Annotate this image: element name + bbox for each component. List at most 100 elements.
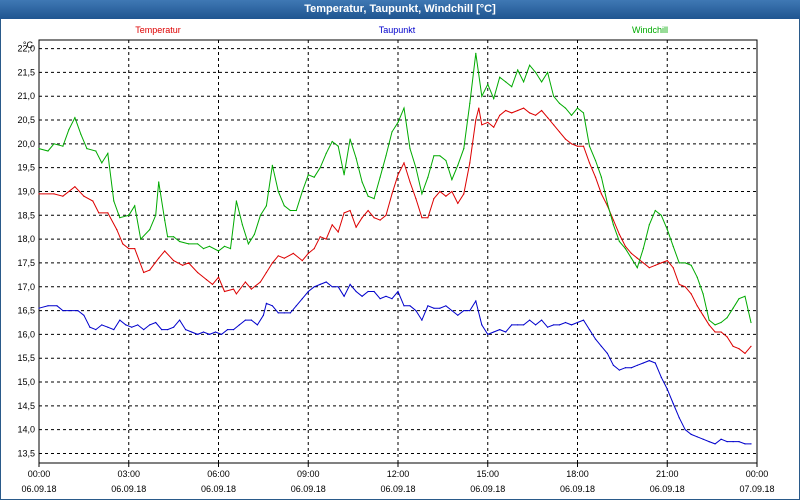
data-point: [113, 200, 115, 202]
data-point: [690, 264, 692, 266]
x-axis-ticks: 00:00 06.09.18 03:00 06.09.18 06:00 06.09.18 0…: [21, 463, 775, 494]
data-point: [421, 319, 423, 321]
data-point: [379, 298, 381, 300]
data-point: [636, 364, 638, 366]
data-point: [149, 269, 151, 271]
data-point: [547, 326, 549, 328]
y-tick-label: 18,5: [17, 210, 35, 220]
data-point: [403, 305, 405, 307]
data-point: [433, 307, 435, 309]
data-point: [630, 367, 633, 369]
x-tick-date: 06.09.18: [380, 484, 415, 494]
data-point: [214, 331, 217, 333]
data-point: [167, 329, 169, 331]
data-point: [47, 150, 49, 152]
data-point: [457, 164, 459, 166]
data-point: [107, 212, 109, 214]
x-tick-date: 06.09.18: [21, 484, 56, 494]
data-point: [361, 295, 363, 297]
data-point: [143, 271, 145, 274]
data-point: [666, 260, 668, 262]
data-point: [197, 333, 199, 335]
data-point: [451, 310, 453, 312]
data-point: [361, 181, 363, 183]
data-point: [301, 190, 303, 193]
data-point: [666, 229, 668, 231]
data-point: [289, 209, 291, 212]
data-point: [690, 433, 692, 435]
data-point: [493, 126, 495, 128]
y-tick-label: 15,0: [17, 377, 35, 387]
data-point: [83, 195, 85, 197]
x-tick-time: 18:00: [566, 469, 589, 479]
data-point: [277, 255, 279, 257]
data-point: [511, 112, 513, 114]
data-point: [337, 145, 339, 147]
data-point: [415, 167, 417, 169]
data-point: [445, 195, 447, 197]
data-point: [481, 324, 483, 326]
data-point: [535, 71, 537, 73]
data-point: [149, 229, 151, 231]
data-point: [744, 352, 746, 354]
data-point: [247, 243, 249, 245]
data-point: [188, 243, 190, 245]
data-point: [355, 157, 357, 159]
data-point: [523, 107, 525, 109]
data-point: [624, 248, 627, 250]
x-tick-date: 06.09.18: [201, 484, 236, 494]
data-point: [445, 159, 447, 162]
data-point: [313, 176, 315, 178]
data-point: [158, 181, 160, 183]
data-point: [62, 145, 64, 147]
x-tick-date: 06.09.18: [291, 484, 326, 494]
series-temperatur: [38, 107, 752, 355]
data-point: [397, 290, 399, 293]
data-point: [678, 262, 680, 264]
data-point: [80, 133, 82, 135]
data-point: [672, 267, 674, 269]
data-point: [223, 245, 226, 247]
data-point: [648, 267, 650, 269]
data-point: [475, 119, 477, 121]
data-point: [672, 245, 674, 247]
legend-label-temperatur: Temperatur: [135, 25, 181, 35]
data-point: [319, 236, 321, 238]
data-point: [409, 148, 411, 150]
data-point: [116, 229, 118, 231]
data-point: [92, 200, 94, 202]
data-point: [229, 248, 232, 250]
data-point: [594, 176, 597, 178]
data-point: [301, 260, 303, 262]
data-point: [630, 257, 633, 259]
data-point: [427, 217, 429, 219]
data-point: [648, 360, 650, 362]
data-point: [379, 176, 381, 178]
data-point: [660, 262, 662, 264]
data-point: [164, 250, 166, 252]
y-tick-label: 19,0: [17, 186, 35, 196]
data-point: [612, 219, 615, 221]
data-point: [292, 252, 294, 254]
data-point: [505, 81, 507, 83]
data-point: [295, 209, 297, 212]
data-point: [265, 205, 267, 207]
data-point: [337, 286, 339, 288]
data-point: [463, 148, 465, 150]
legend: Temperatur Taupunkt Windchill: [135, 25, 668, 35]
data-point: [660, 214, 662, 216]
data-point: [128, 248, 130, 250]
data-point: [618, 233, 621, 235]
data-point: [235, 293, 237, 295]
data-point: [433, 155, 435, 157]
data-point: [594, 159, 597, 162]
data-point: [582, 145, 585, 147]
data-point: [325, 281, 327, 283]
data-point: [167, 236, 169, 238]
data-point: [325, 152, 327, 154]
data-point: [582, 319, 585, 321]
data-point: [134, 248, 136, 250]
x-tick-date: 06.09.18: [560, 484, 595, 494]
x-tick-date: 06.09.18: [470, 484, 505, 494]
data-point: [53, 143, 55, 145]
